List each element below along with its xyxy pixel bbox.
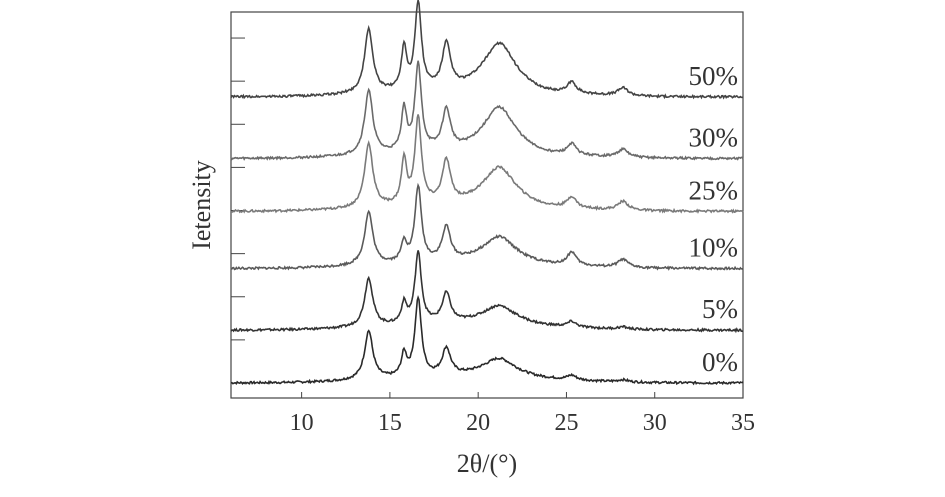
series-line-5pct xyxy=(230,250,743,334)
series-line-0pct xyxy=(230,294,744,386)
series-label-30pct: 30% xyxy=(689,123,739,153)
series-line-30pct xyxy=(230,60,744,161)
series-line-10pct xyxy=(230,182,744,271)
series-group xyxy=(230,0,744,386)
series-line-50pct xyxy=(230,0,744,100)
series-labels: 0% 5% 10% 25% 30% 50% xyxy=(689,61,739,377)
series-label-5pct: 5% xyxy=(702,294,738,324)
x-tick-label: 15 xyxy=(378,410,402,436)
series-label-0pct: 0% xyxy=(702,347,738,377)
x-tick-label: 25 xyxy=(554,410,578,436)
x-ticks: 10 15 20 25 30 35 xyxy=(290,392,755,436)
y-axis-label: Ietensity xyxy=(187,160,216,250)
x-tick-label: 20 xyxy=(466,410,490,436)
x-tick-label: 10 xyxy=(290,410,314,436)
plot-frame xyxy=(230,11,744,399)
series-label-25pct: 25% xyxy=(689,175,739,205)
x-tick-label: 35 xyxy=(731,410,755,436)
series-line-25pct xyxy=(230,114,744,214)
series-label-50pct: 50% xyxy=(689,61,739,91)
x-tick-label: 30 xyxy=(643,410,667,436)
series-label-10pct: 10% xyxy=(689,233,739,263)
x-axis-label: 2θ/(°) xyxy=(457,449,517,478)
